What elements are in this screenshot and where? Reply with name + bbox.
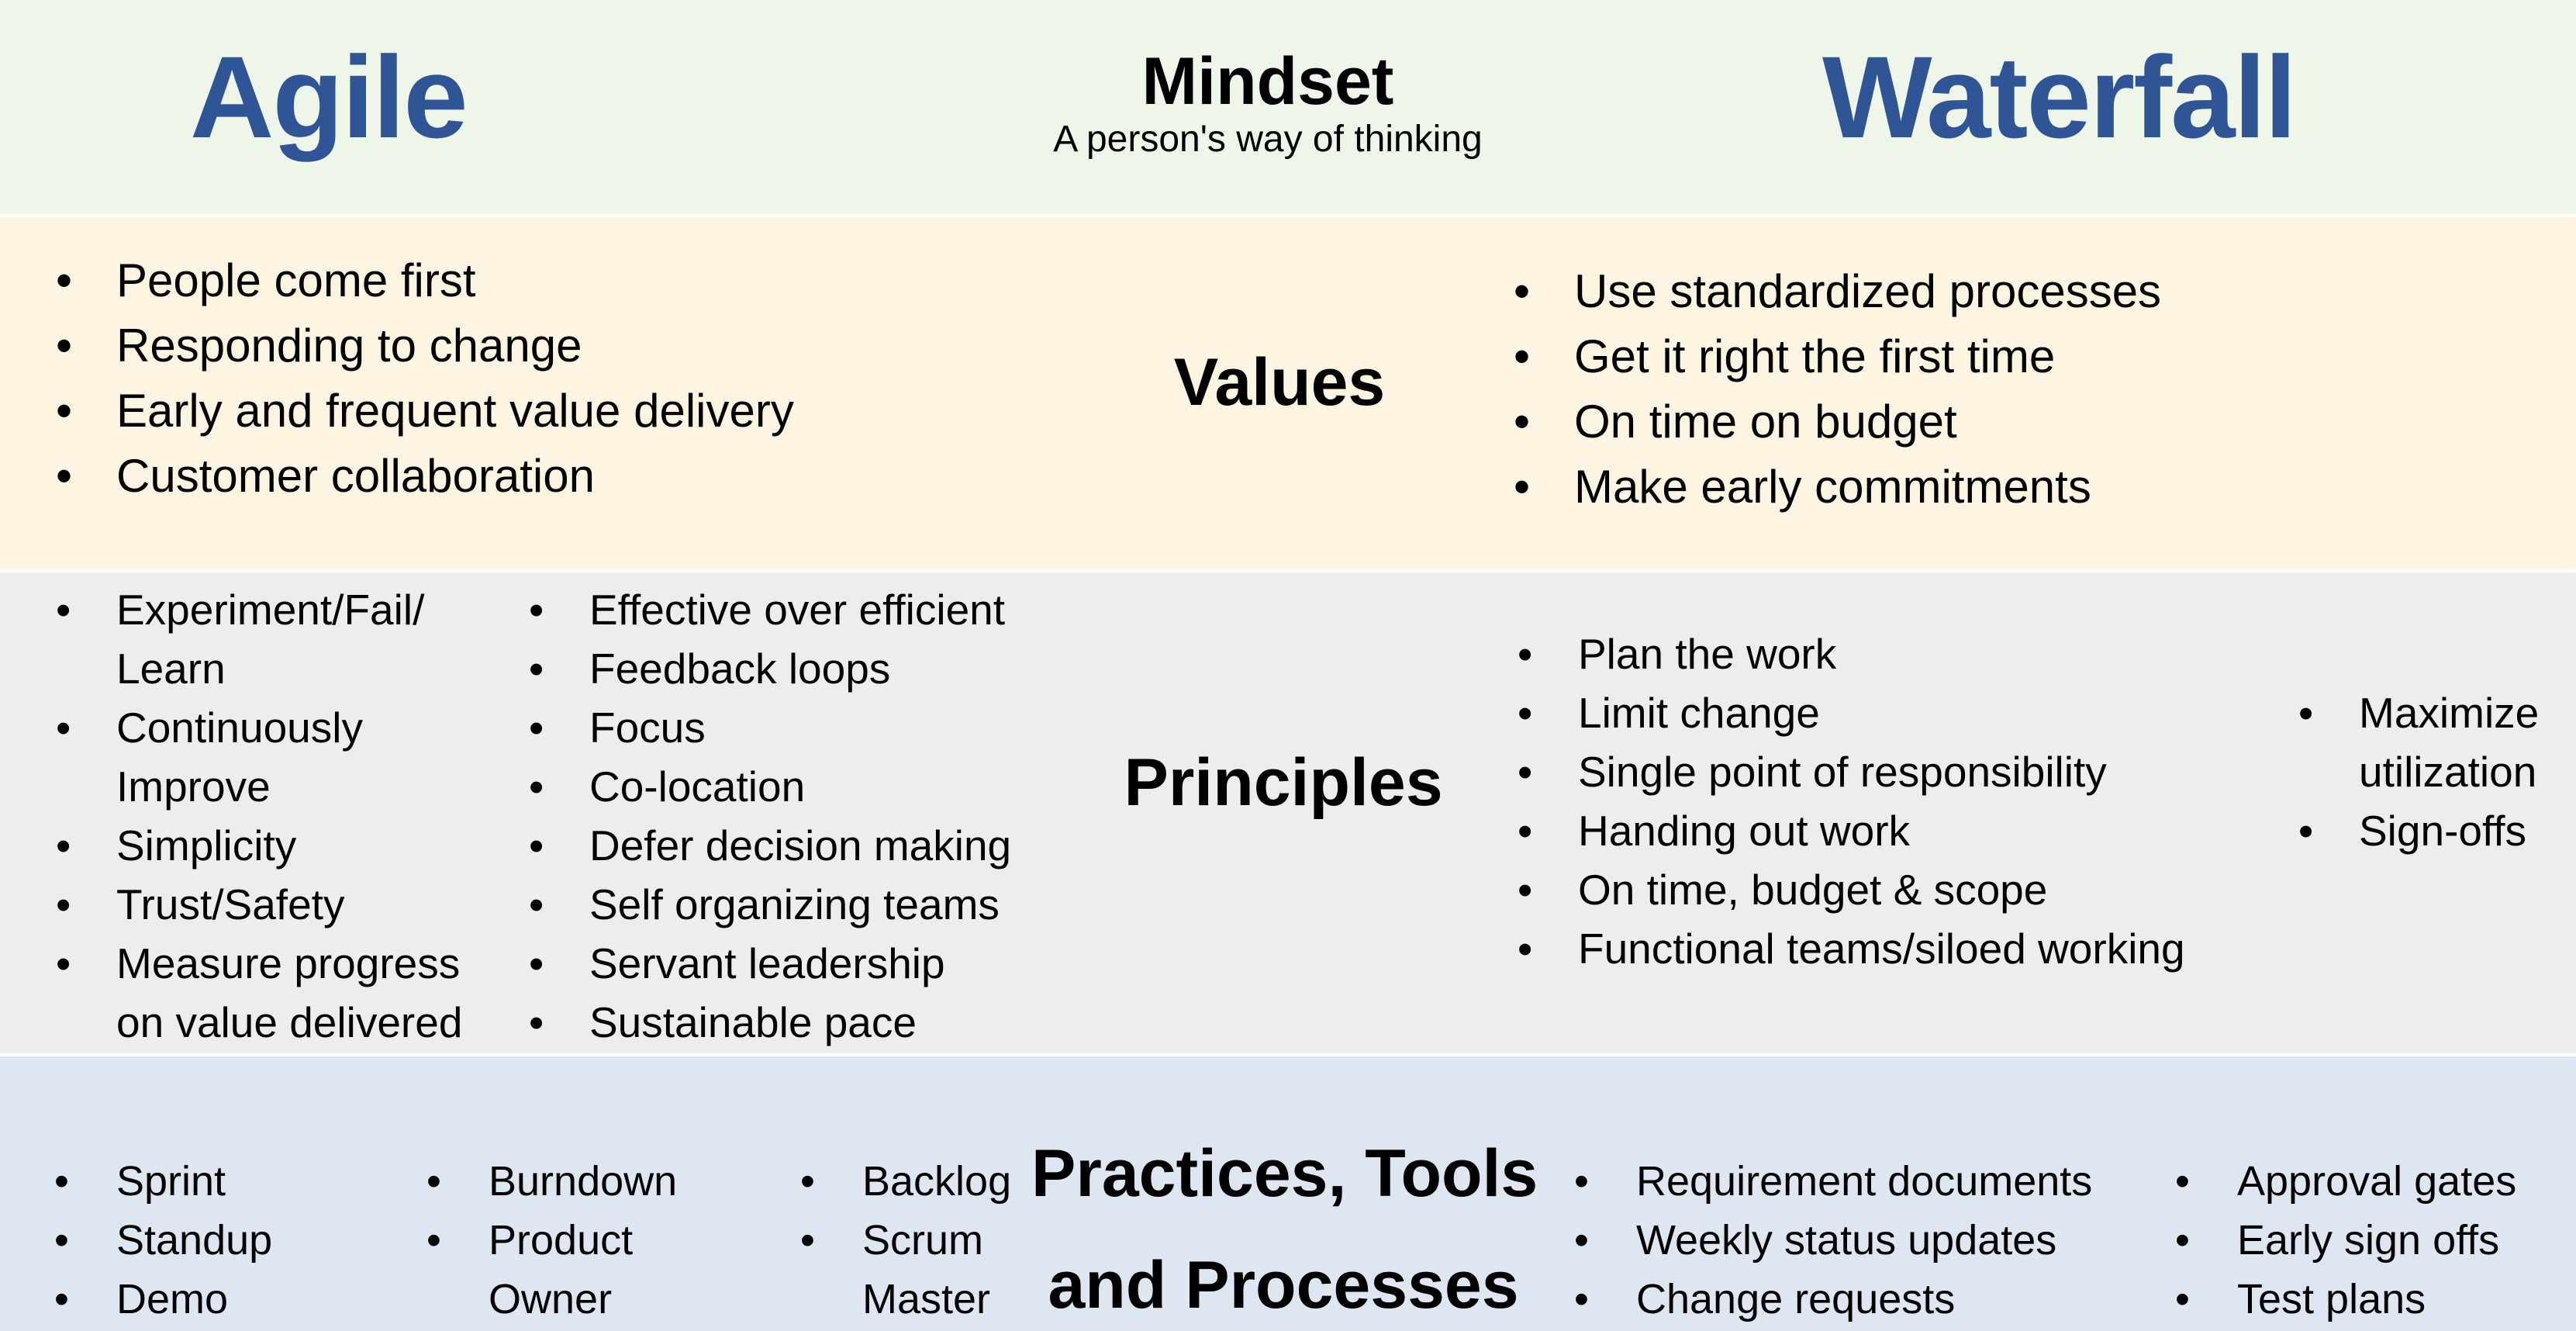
list-item-line: Scrum [862,1217,984,1264]
list-item: People come first [54,248,794,313]
list-item: Product Owner [426,1211,677,1329]
values-label: Values [1173,345,1386,420]
list-item: Change requests [1574,1270,2092,1329]
values-row: People come first Responding to change E… [0,217,2576,569]
list-item-line: Learn [116,645,226,693]
list-item-line: Maximize [2359,689,2540,737]
waterfall-practices-list-1: Requirement documents Weekly status upda… [1574,1152,2092,1329]
principles-label: Principles [1124,745,1443,820]
list-item: On time on budget [1512,389,2161,455]
list-item-line: Master [862,1276,991,1322]
list-item: Functional teams/siloed working [1516,919,2185,978]
list-item-line: Improve [116,762,271,811]
list-item: Plan the work [1516,624,2185,683]
list-item: Early and frequent value delivery [54,379,794,444]
waterfall-practices-list-2: Approval gates Early sign offs Test plan… [2175,1152,2516,1329]
list-item: Trust/Safety [54,875,462,934]
list-item: Focus [527,698,1011,757]
list-item: Single point of responsibility [1516,742,2185,801]
list-item: Sprint [54,1152,272,1211]
agile-practices-list-2: Burndown Product Owner [426,1152,677,1329]
list-item-line: Owner [489,1276,613,1322]
mindset-title: Mindset [1141,44,1394,119]
agile-values-list: People come first Responding to change E… [54,248,794,509]
mindset-row: Agile Mindset A person's way of thinking… [0,0,2576,214]
list-item: Continuously Improve [54,698,462,816]
list-item: Servant leadership [527,934,1011,993]
practices-row: Sprint Standup Demo Burndown Product Owne… [0,1056,2576,1331]
list-item: Feedback loops [527,639,1011,698]
list-item: Approval gates [2175,1152,2516,1211]
practices-label-line-1: Practices, Tools [1031,1136,1538,1211]
list-item-line: Experiment/Fail/ [116,586,425,634]
mindset-subtitle: A person's way of thinking [1053,119,1483,160]
list-item: Burndown [426,1152,677,1211]
list-item: Maximize utilization [2297,683,2539,801]
agile-principles-list-1: Experiment/Fail/Learn Continuously Improv… [54,580,462,1052]
agile-principles-list-2: Effective over efficient Feedback loops … [527,580,1011,1052]
list-item: Customer collaboration [54,444,794,509]
list-item: Make early commitments [1512,455,2161,520]
list-item-line: Measure progress [116,939,461,987]
waterfall-values-list: Use standardized processes Get it right … [1512,259,2161,520]
waterfall-title: Waterfall [1822,32,2297,162]
list-item: Requirement documents [1574,1152,2092,1211]
list-item: Use standardized processes [1512,259,2161,324]
list-item: Standup [54,1211,272,1270]
list-item: Scrum Master [800,1211,1011,1329]
list-item: Self organizing teams [527,875,1011,934]
list-item: Weekly status updates [1574,1211,2092,1270]
list-item-line: Product [489,1217,634,1264]
list-item: Simplicity [54,816,462,875]
list-item: Get it right the first time [1512,324,2161,389]
agile-practices-list-1: Sprint Standup Demo [54,1152,272,1329]
list-item: Handing out work [1516,801,2185,860]
agile-practices-list-3: Backlog Scrum Master [800,1152,1011,1329]
list-item: Sign-offs [2297,801,2539,860]
list-item: Test plans [2175,1270,2516,1329]
waterfall-principles-list-2: Maximize utilization Sign-offs [2297,683,2539,860]
list-item: Responding to change [54,313,794,379]
practices-label-line-2: and Processes [1048,1248,1519,1322]
list-item: Measure progress on value delivered [54,934,462,1052]
agile-title: Agile [190,32,468,162]
list-item: Effective over efficient [527,580,1011,639]
list-item-line: utilization [2359,748,2537,796]
list-item: Sustainable pace [527,993,1011,1052]
principles-row: Experiment/Fail/Learn Continuously Improv… [0,572,2576,1053]
list-item: Limit change [1516,683,2185,742]
list-item: Early sign offs [2175,1211,2516,1270]
list-item: Defer decision making [527,816,1011,875]
list-item-line: Continuously [116,704,363,752]
list-item-line: on value delivered [116,998,463,1046]
list-item: Experiment/Fail/Learn [54,580,462,698]
list-item: Backlog [800,1152,1011,1211]
waterfall-principles-list-1: Plan the work Limit change Single point … [1516,624,2185,978]
list-item: On time, budget & scope [1516,860,2185,919]
list-item: Demo [54,1270,272,1329]
list-item: Co-location [527,757,1011,816]
